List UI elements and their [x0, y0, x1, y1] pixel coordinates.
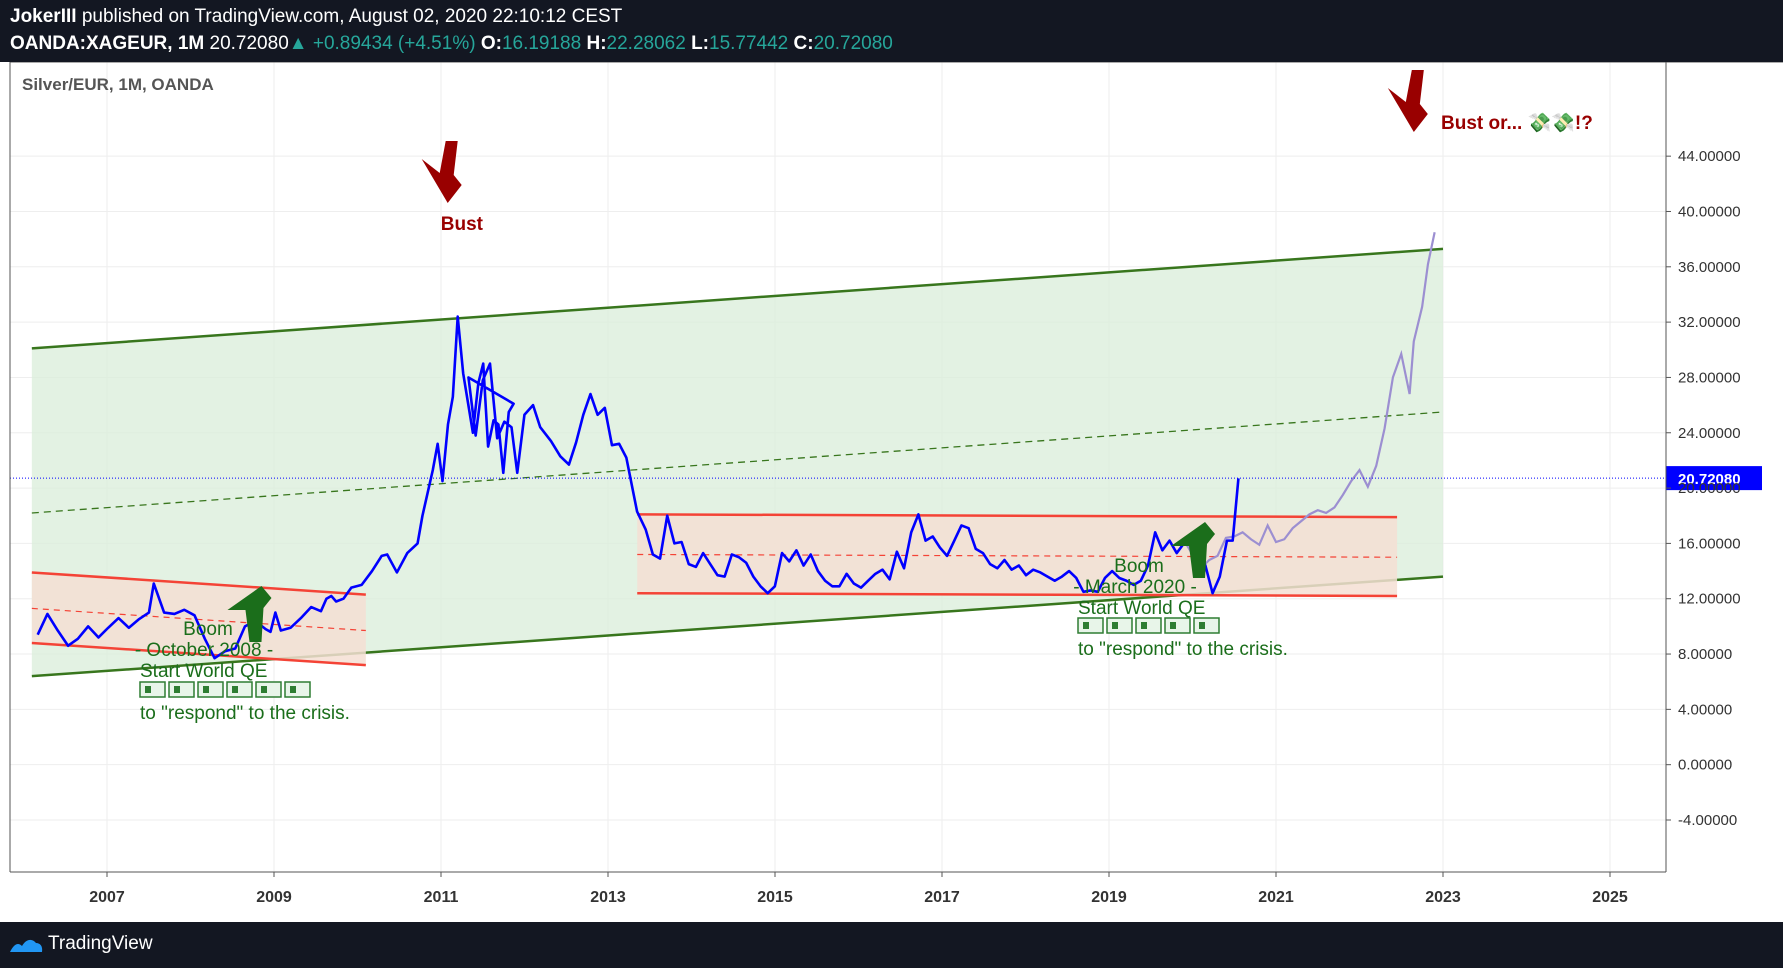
low-value: 15.77442 — [709, 33, 789, 54]
y-tick-label: 4.00000 — [1678, 701, 1732, 718]
boom-2008-arrow — [227, 586, 272, 642]
y-tick-label: -4.00000 — [1678, 812, 1737, 829]
last-price: 20.72080 — [209, 33, 289, 54]
money-icon-mark — [145, 686, 151, 693]
money-icon — [197, 681, 224, 698]
money-icon-mark — [174, 686, 180, 693]
footer-bar: TradingView — [0, 922, 1783, 968]
y-tick-label: 44.00000 — [1678, 148, 1741, 165]
bust-or-arrow — [1387, 70, 1428, 132]
boom-2008-title: Boom — [183, 619, 233, 640]
price-chart[interactable]: 20.72080 44.00000 40.00000 36.00000 32.00000… — [0, 61, 1783, 922]
range-2015-mid-line — [637, 553, 1398, 558]
y-tick-label: 36.00000 — [1678, 259, 1741, 276]
money-icon-mark — [1170, 622, 1176, 629]
money-icon — [168, 681, 195, 698]
money-icon — [1193, 617, 1220, 634]
y-tick-label: 12.00000 — [1678, 591, 1741, 608]
x-tick-label: 2025 — [1592, 889, 1628, 906]
range-2008-bottom-line — [31, 641, 366, 667]
x-tick-label: 2021 — [1258, 889, 1294, 906]
money-icon-mark — [232, 686, 238, 693]
low-label: L: — [691, 33, 709, 54]
price-change: +0.89434 (+4.51%) — [312, 33, 476, 54]
money-icon — [284, 681, 311, 698]
boom-2020-respond: to "respond" to the crisis. — [1078, 639, 1288, 660]
bust-or-label: Bust or... 💸💸!? — [1441, 112, 1593, 134]
money-icon — [226, 681, 253, 698]
bust-or-annotation: Bust or... 💸💸!? — [1441, 112, 1593, 134]
range-2015-top-line — [637, 513, 1398, 519]
x-tick-label: 2017 — [924, 889, 960, 906]
y-tick-label: 40.00000 — [1678, 203, 1741, 220]
money-icon — [1164, 617, 1191, 634]
high-label: H: — [586, 33, 607, 54]
author-name[interactable]: JokerIII — [10, 6, 77, 27]
money-icon-mark — [261, 686, 267, 693]
boom-2008-annotation: Boom- October 2008 -Start World QE to "re… — [135, 619, 350, 724]
published-text: published on TradingView.com, August 02,… — [81, 6, 623, 27]
boom-2020-title: Boom — [1114, 556, 1164, 577]
money-icon — [1077, 617, 1104, 634]
close-label: C: — [793, 33, 814, 54]
boom-2008-qe: Start World QE — [140, 661, 267, 682]
boom-2020-arrow — [1171, 522, 1216, 578]
boom-2008-date: - October 2008 - — [135, 640, 273, 661]
y-tick-label: 28.00000 — [1678, 369, 1741, 386]
range-2015-bottom-line — [637, 591, 1398, 598]
y-tick-label: 24.00000 — [1678, 425, 1741, 442]
money-icon-mark — [290, 686, 296, 693]
y-tick-label: 8.00000 — [1678, 646, 1732, 663]
up-triangle-icon: ▲ — [288, 33, 308, 54]
money-icon-mark — [1083, 622, 1089, 629]
money-icon-mark — [203, 686, 209, 693]
x-tick-label: 2023 — [1425, 889, 1461, 906]
range-2008-top-line — [31, 571, 366, 596]
y-tick-label: 0.00000 — [1678, 757, 1732, 774]
high-value: 22.28062 — [606, 33, 686, 54]
bust-arrow — [421, 141, 462, 203]
brand-name[interactable]: TradingView — [48, 933, 153, 954]
price-line — [36, 315, 1240, 660]
publish-line: JokerIII published on TradingView.com, A… — [10, 6, 622, 28]
channel-mid-line — [31, 411, 1444, 514]
boom-2020-annotation: Boom- March 2020 -Start World QE to "resp… — [1073, 556, 1288, 660]
money-icon — [255, 681, 282, 698]
money-icon-mark — [1141, 622, 1147, 629]
projection-line — [1183, 231, 1436, 571]
close-value: 20.72080 — [813, 33, 893, 54]
x-tick-label: 2009 — [256, 889, 292, 906]
channel-upper-line — [31, 247, 1444, 350]
money-icon — [139, 681, 166, 698]
x-tick-label: 2011 — [424, 889, 459, 906]
range-2008-fill — [31, 572, 366, 666]
boom-2008-respond: to "respond" to the crisis. — [140, 703, 350, 724]
x-tick-label: 2007 — [89, 889, 125, 906]
bust-label: Bust — [441, 214, 484, 235]
chart-area[interactable]: 20.72080 44.00000 40.00000 36.00000 32.00000… — [0, 61, 1783, 922]
open-value: 16.19188 — [501, 33, 582, 54]
y-tick-label: 16.00000 — [1678, 535, 1741, 552]
range-2008-mid-line — [31, 607, 366, 632]
publish-header: JokerIII published on TradingView.com, A… — [0, 0, 1783, 62]
money-icon-mark — [1199, 622, 1205, 629]
x-tick-label: 2019 — [1091, 889, 1127, 906]
chart-title: Silver/EUR, 1M, OANDA — [22, 75, 214, 94]
symbol-name: OANDA:XAGEUR, 1M — [10, 33, 205, 54]
tradingview-logo-icon[interactable] — [8, 934, 44, 956]
last-price-label: 20.72080 — [1678, 471, 1741, 488]
symbol-line: OANDA:XAGEUR, 1M 20.72080▲ +0.89434 (+4.… — [10, 33, 893, 55]
money-icon — [1106, 617, 1133, 634]
boom-2020-date: - March 2020 - — [1073, 577, 1197, 598]
y-tick-label: 20.00000 — [1678, 480, 1741, 497]
x-tick-label: 2013 — [590, 889, 626, 906]
last-price-badge — [1666, 466, 1762, 491]
boom-2020-qe: Start World QE — [1078, 598, 1205, 619]
money-icon — [1135, 617, 1162, 634]
money-icon-mark — [1112, 622, 1118, 629]
x-tick-label: 2015 — [757, 889, 793, 906]
open-label: O: — [480, 33, 502, 54]
y-tick-label: 32.00000 — [1678, 314, 1741, 331]
